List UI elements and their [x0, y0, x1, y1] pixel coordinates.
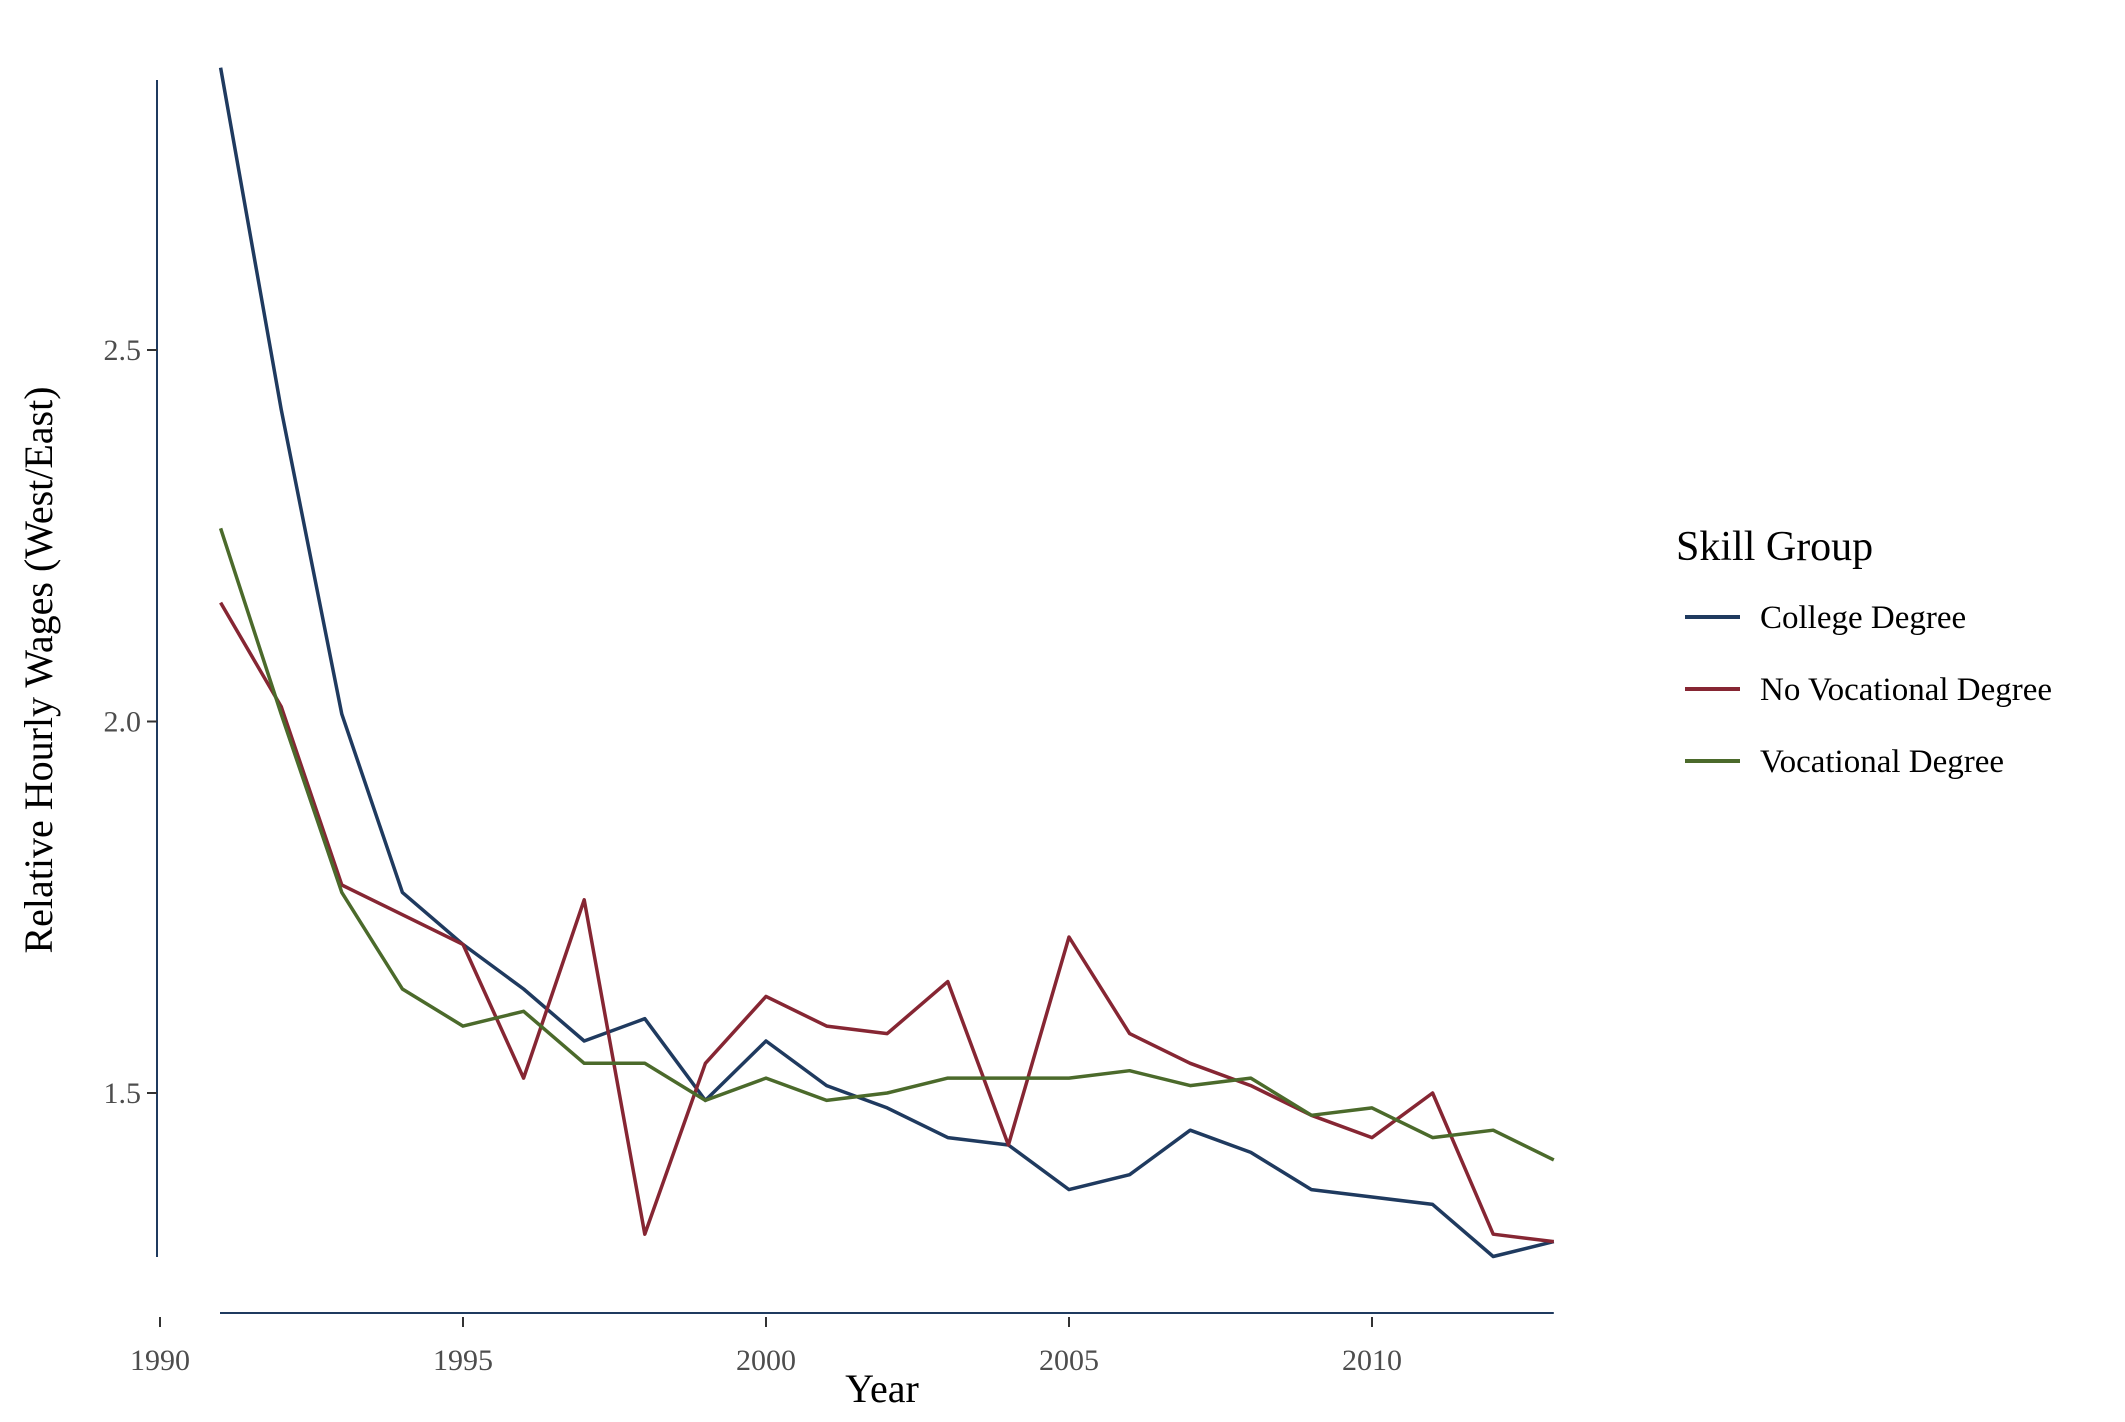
y-axis: 1.5 2.0 2.5: [104, 80, 158, 1257]
x-tick-label: 1990: [130, 1344, 190, 1377]
x-axis: 1990 1995 2000 2005 2010: [130, 1312, 1554, 1377]
x-tick-label: 2010: [1342, 1344, 1402, 1377]
x-tick-label: 2000: [736, 1344, 796, 1377]
legend-label: Vocational Degree: [1760, 744, 2004, 780]
x-axis-title: Year: [845, 1366, 919, 1411]
y-axis-title: Relative Hourly Wages (West/East): [16, 386, 61, 953]
y-tick-label: 1.5: [104, 1077, 142, 1110]
series-lines: [218, 67, 1555, 1259]
legend-title: Skill Group: [1676, 524, 1873, 570]
legend-label: No Vocational Degree: [1760, 672, 2052, 708]
y-tick-label: 2.5: [104, 334, 142, 367]
legend: Skill Group College Degree No Vocational …: [1676, 524, 2052, 780]
x-tick-label: 1995: [433, 1344, 493, 1377]
series-line-college-degree: [218, 67, 1555, 1259]
y-tick-label: 2.0: [104, 706, 142, 739]
series-line-vocational-degree: [218, 527, 1555, 1162]
legend-label: College Degree: [1760, 600, 1966, 636]
x-tick-label: 2005: [1039, 1344, 1099, 1377]
series-line-no-vocational-degree: [219, 601, 1555, 1244]
